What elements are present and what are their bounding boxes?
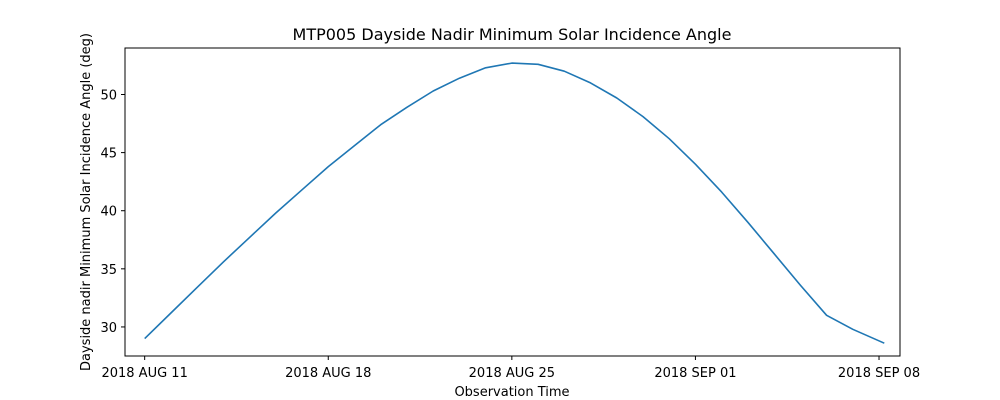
plot-area [144,62,885,344]
y-axis: 30 35 40 45 50 [100,88,125,336]
axes-frame [124,47,901,357]
y-tick-label: 30 [100,321,117,336]
x-tick-label: 2018 AUG 25 [469,366,555,381]
chart-title: MTP005 Dayside Nadir Minimum Solar Incid… [293,25,732,44]
x-tick-label: 2018 SEP 08 [838,366,920,381]
x-tick-label: 2018 SEP 01 [654,366,736,381]
y-tick-label: 35 [100,263,117,278]
x-tick-label: 2018 AUG 11 [101,366,187,381]
y-axis-label: Dayside nadir Minimum Solar Incidence An… [79,33,94,371]
series-line-0 [144,62,885,344]
y-tick-label: 40 [100,205,117,220]
y-tick-label: 50 [100,88,117,103]
y-tick-label: 45 [100,147,117,162]
x-axis-label: Observation Time [454,385,569,400]
x-tick-label: 2018 AUG 18 [285,366,371,381]
x-axis: 2018 AUG 11 2018 AUG 18 2018 AUG 25 2018 SE… [101,356,920,381]
